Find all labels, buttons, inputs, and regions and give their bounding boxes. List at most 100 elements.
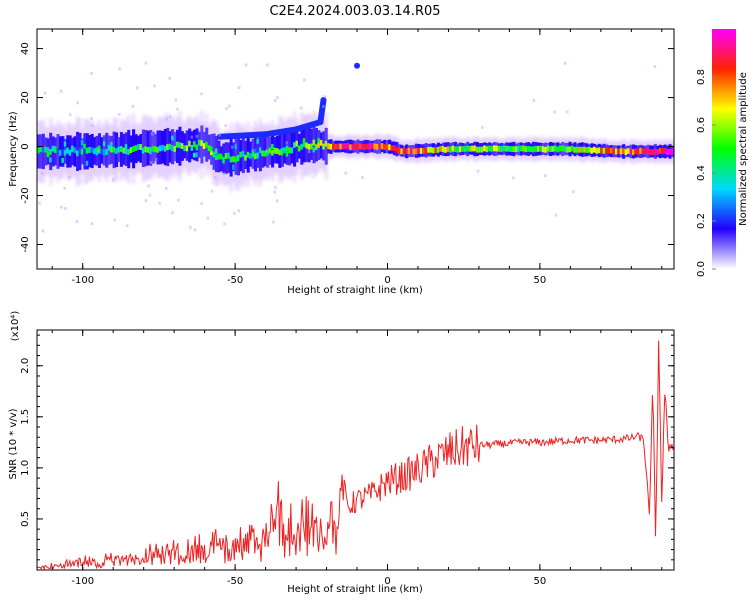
spectrogram-cell [317,137,321,143]
spectrogram-cell [297,145,301,152]
spectrogram-cell [302,141,306,148]
spectrogram-cell [388,144,392,151]
spectrogram-cell [590,147,594,154]
spectrogram-cell [122,147,126,154]
spectrogram-cell [653,148,657,155]
spectrogram-cell [471,145,475,152]
spectrogram-cell [49,148,53,155]
spectrogram-speckle [59,89,63,93]
spectrogram-cell [366,143,370,150]
spectrogram-speckle [218,133,221,137]
spectrogram-cell [614,148,618,155]
spectrogram-cell [646,147,650,154]
spectrogram-speckle [230,145,234,149]
spectrogram-cell [275,148,279,155]
spectrogram-xlabel: Height of straight line (km) [287,285,423,296]
spectrogram-cell [283,147,287,154]
spectrogram-cell [119,146,123,152]
snr-multiplier: (x10⁴) [10,311,21,342]
spectrogram-speckle [566,110,569,114]
spectrogram-cell [285,145,289,152]
spectrogram-cell [68,149,72,156]
spectrogram-branch [216,131,269,140]
spectrogram-cell [624,149,628,156]
spectrogram-speckle [532,99,536,103]
spectrogram-speckle [171,211,174,215]
spectrogram-cell [483,145,487,152]
spectrogram-cell [468,145,472,152]
spectrogram-speckle [177,198,180,202]
snr-ytick-label: 1.5 [20,409,31,425]
spectrogram-cell [510,146,514,153]
spectrogram-cell [410,147,414,154]
spectrogram-cell [258,147,262,154]
spectrogram-cell [522,145,526,152]
spectrogram-cell [134,145,138,152]
spectrogram-speckle [276,199,279,203]
spectrogram-speckle [572,190,575,194]
spectrogram-cell [422,148,426,155]
spectrogram-cell [178,142,182,149]
spectrogram-speckle [136,86,139,90]
spectrogram-cell [514,146,518,153]
snr-ytick-label: 2.0 [20,358,31,374]
spectrogram-panel: -100 -50 0 50 -40 -20 0 20 40 Height of straigh… [8,28,675,296]
spectrogram-cell [88,147,92,153]
spectrogram-cell [102,149,106,156]
spectrogram-cell [334,143,338,150]
spectrogram-cell [171,145,175,152]
spectrogram-speckle [190,135,194,139]
spectrogram-cell [436,146,440,153]
spectrogram-cell [271,149,275,156]
spectrogram-cell [212,151,216,158]
spectrogram-cell [397,147,401,154]
spectrogram-speckle [224,124,227,128]
spectrogram-cell [563,146,567,152]
spectrogram-cell [175,141,180,148]
spectrogram-cell [105,149,109,155]
spectrogram-speckle [192,153,196,157]
spectrogram-cell [585,147,589,153]
snr-xtick-label: 0 [384,576,390,587]
spectrogram-speckle [322,104,325,108]
spectrogram-speckle [68,175,71,179]
spectrogram-cell [558,145,562,152]
spectrogram-speckle [60,205,63,209]
spectrogram-cell [241,150,245,157]
spectrogram-cell [466,145,470,152]
spectrogram-cell [63,149,67,156]
spectrogram-cell [322,143,326,150]
colorbar-tick-label: 0.4 [696,165,707,181]
spectrogram-cell [214,148,219,155]
colorbar-gradient [712,29,736,269]
spectrogram-cell [424,147,428,154]
spectrogram-cell [83,148,87,155]
spectrogram-cell [97,145,101,152]
spectrogram-cell [524,146,528,153]
colorbar-tick-label: 0.8 [696,69,707,85]
spectrogram-speckle [151,132,154,136]
spectrogram-speckle [147,184,150,188]
spectrogram-cell [461,145,465,152]
spectrogram-cell [519,145,523,152]
spectrogram-cell [232,156,236,163]
spectrogram-speckle [118,112,121,116]
spectrogram-speckle [41,229,45,233]
spectrogram-speckle [111,178,115,182]
spectrogram-speckle [251,149,254,153]
spectrogram-cell [85,147,89,154]
spectrogram-cell [658,147,662,154]
spectrogram-cell [434,147,438,153]
spectrogram-cell [607,147,611,154]
spectrogram-speckle [233,211,236,215]
spectrogram-cell [361,143,365,150]
spectrogram-cell [458,146,462,153]
spectrogram-cell [578,146,582,153]
spectrogram-cell [312,147,316,153]
spectrogram-cell [661,148,665,155]
spectrogram-cell [609,147,614,154]
spectrogram-speckle [323,95,326,99]
spectrogram-speckle [512,176,515,180]
spectrogram-cell [541,146,545,153]
spectrogram-cell [273,147,277,154]
